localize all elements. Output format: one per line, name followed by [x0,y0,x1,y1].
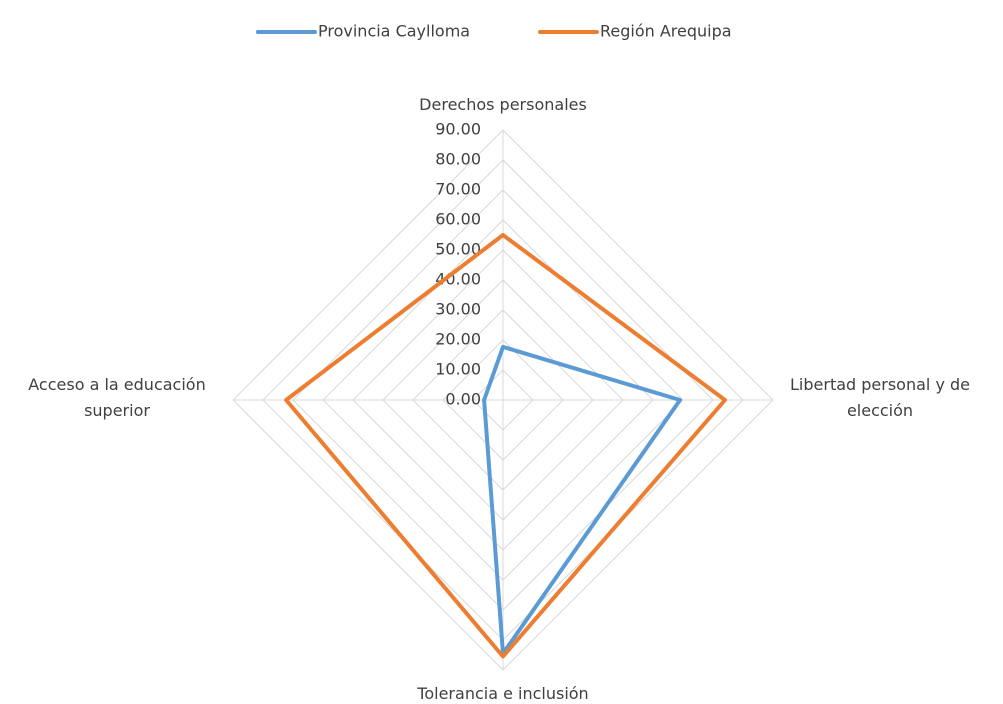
category-label: Derechos personales [419,95,587,114]
y-tick-label: 70.00 [435,180,481,199]
category-label: Acceso a la educación superior [28,375,206,420]
y-tick-label: 30.00 [435,300,481,319]
category-label: Tolerancia e inclusión [417,684,589,703]
y-tick-label: 20.00 [435,330,481,349]
y-tick-label: 50.00 [435,240,481,259]
series-line [284,233,727,659]
legend-label: Región Arequipa [600,22,732,41]
y-tick-label: 10.00 [435,360,481,379]
category-label: Libertad personal y de elección [790,375,970,420]
y-tick-label: 60.00 [435,210,481,229]
y-tick-label: 90.00 [435,120,481,139]
series-line [482,344,682,656]
y-tick-label: 40.00 [435,270,481,289]
y-tick-label: 0.00 [445,390,481,409]
legend-label: Provincia Caylloma [318,22,470,41]
y-tick-label: 80.00 [435,150,481,169]
